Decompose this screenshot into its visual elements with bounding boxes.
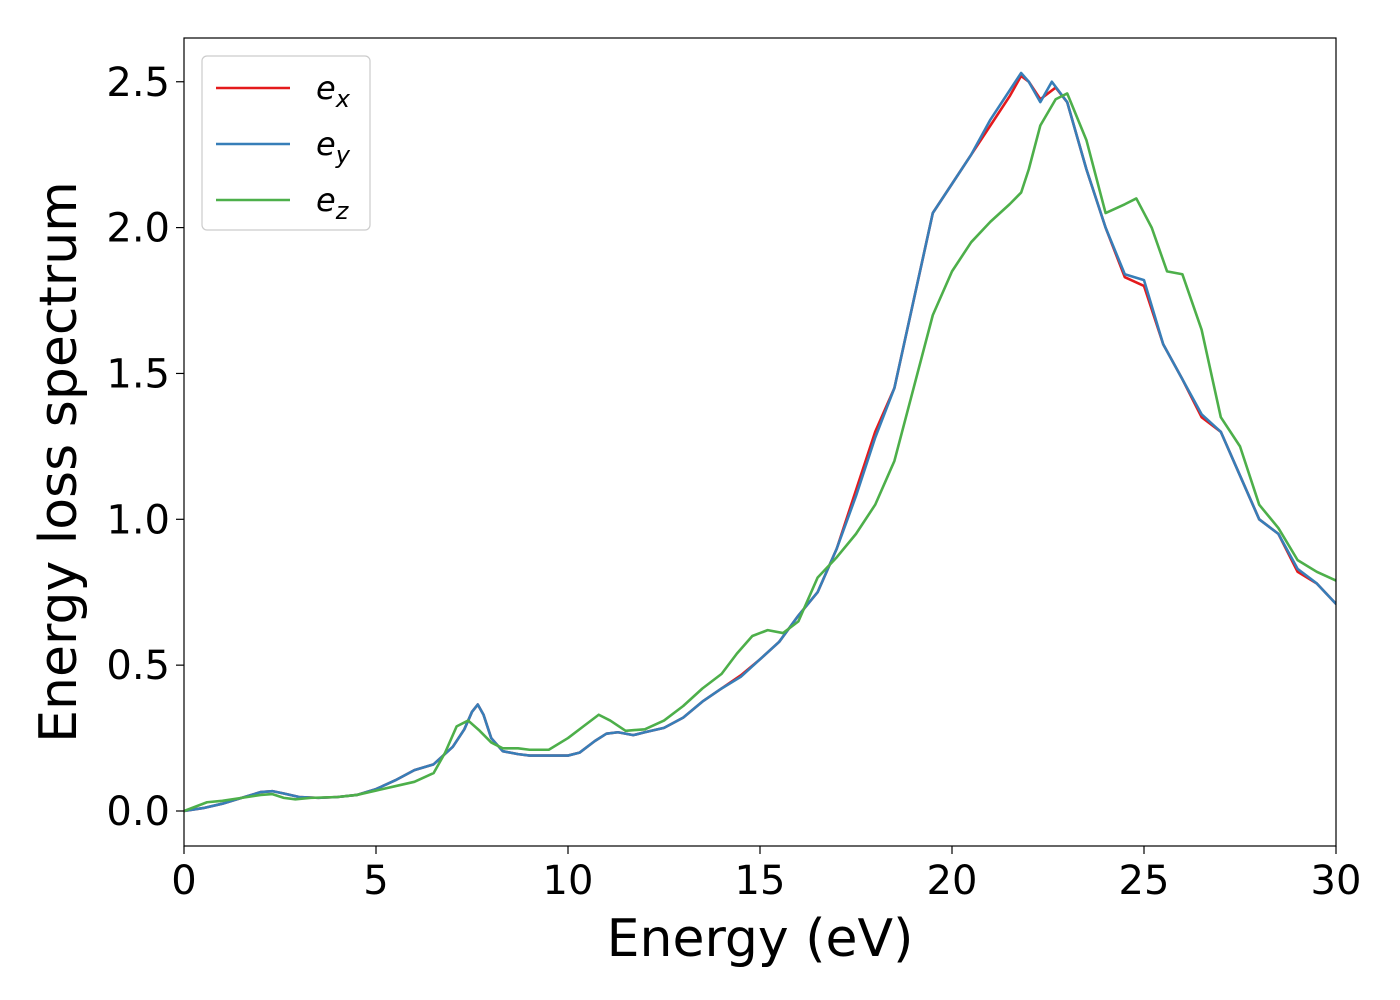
y-tick-label: 0.5 [106, 643, 170, 689]
series-line-e-z [184, 92, 1336, 813]
legend-label: ez [316, 181, 350, 225]
legend-label-base: e [316, 125, 336, 163]
x-axis-ticks: 0 5 10 15 20 25 30 [171, 846, 1361, 904]
y-tick-label: 1.5 [106, 351, 170, 397]
legend-label-subscript: x [335, 85, 351, 113]
legend-label-subscript: z [335, 197, 350, 225]
series-layer [184, 71, 1336, 813]
series-line-e-y [184, 71, 1336, 813]
legend-item-e-y: ey [216, 125, 351, 169]
x-tick-label: 25 [1119, 858, 1170, 904]
x-tick-label: 0 [171, 858, 196, 904]
legend-item-e-z: ez [216, 181, 350, 225]
x-axis-label: Energy (eV) [607, 909, 914, 969]
legend-label: ey [316, 125, 351, 169]
x-tick-label: 30 [1311, 858, 1362, 904]
y-axis-ticks: 0.0 0.5 1.0 1.5 2.0 2.5 [106, 60, 184, 835]
y-tick-label: 2.0 [106, 206, 170, 252]
x-tick-label: 15 [735, 858, 786, 904]
y-tick-label: 0.0 [106, 789, 170, 835]
x-tick-label: 10 [543, 858, 594, 904]
legend-label: ex [316, 69, 351, 113]
legend-label-subscript: y [335, 141, 351, 169]
x-tick-label: 20 [927, 858, 978, 904]
legend-label-base: e [316, 69, 336, 107]
x-tick-label: 5 [363, 858, 388, 904]
y-axis-label: Energy loss spectrum [29, 181, 89, 743]
legend-label-base: e [316, 181, 336, 219]
y-tick-label: 2.5 [106, 60, 170, 106]
y-tick-label: 1.0 [106, 497, 170, 543]
legend-item-e-x: ex [216, 69, 351, 113]
